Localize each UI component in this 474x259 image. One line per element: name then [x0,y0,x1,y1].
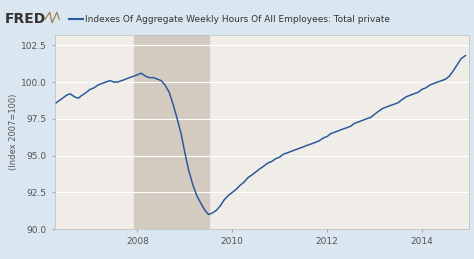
Text: Indexes Of Aggregate Weekly Hours Of All Employees: Total private: Indexes Of Aggregate Weekly Hours Of All… [85,15,390,24]
Y-axis label: (Index 2007=100): (Index 2007=100) [9,94,18,170]
Bar [134,35,209,229]
Text: FRED: FRED [5,12,46,26]
